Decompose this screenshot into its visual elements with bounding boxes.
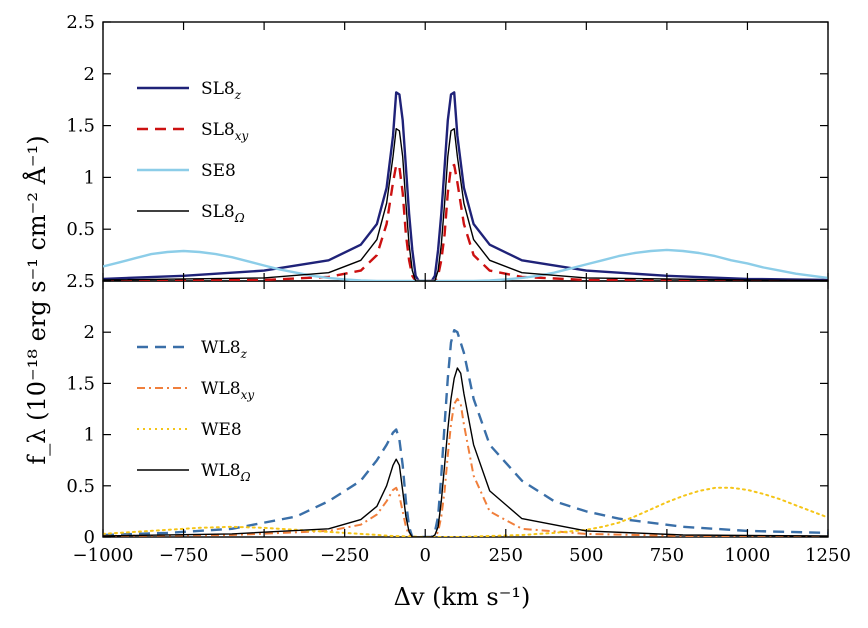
top-y-tick-label: 2: [84, 64, 95, 85]
top-y-tick-label: 1: [84, 167, 95, 188]
top-series-group: [103, 91, 828, 281]
top-panel-frame: [102, 21, 829, 282]
top-series-line-0: [103, 91, 828, 281]
bottom-series-group: [103, 329, 828, 537]
x-tick-label: −750: [159, 545, 208, 566]
x-tick-label: 500: [569, 545, 603, 566]
bottom-y-tick-label: 1.5: [66, 373, 95, 394]
top-legend-label-1: SL8xy: [201, 120, 249, 143]
x-tick-label: 750: [650, 545, 684, 566]
bottom-y-tick-label: 0: [84, 527, 95, 548]
x-tick-label: 0: [419, 545, 430, 566]
bottom-series-line-3: [103, 367, 828, 537]
x-tick-label: −500: [239, 545, 288, 566]
bottom-legend-label-3: WL8Ω: [201, 461, 251, 484]
x-tick-label: 1250: [805, 545, 851, 566]
bottom-series-line-1: [103, 397, 828, 537]
x-tick-label: −250: [320, 545, 369, 566]
bottom-panel-frame: [102, 280, 829, 538]
bottom-y-tick-label: 0.5: [66, 476, 95, 497]
x-tick-label: 1000: [725, 545, 771, 566]
top-series-line-1: [103, 163, 828, 281]
bottom-y-tick-label: 2: [84, 322, 95, 343]
bottom-legend-label-2: WE8: [201, 420, 242, 440]
top-series-line-3: [103, 127, 828, 281]
top-y-tick-label: 1.5: [66, 116, 95, 137]
bottom-legend-label-0: WL8z: [201, 338, 248, 361]
top-y-tick-label: 0.5: [66, 219, 95, 240]
y-axis-label: f_λ (10⁻¹⁸ erg s⁻¹ cm⁻² Å⁻¹): [22, 135, 51, 464]
bottom-y-tick-label: 2.5: [66, 271, 95, 292]
top-series-line-2: [103, 248, 828, 281]
tick-group: 0.511.522.5−1000 −750 −500 −250 0 250 500 750 10…: [66, 12, 851, 566]
top-legend-label-0: SL8z: [201, 79, 242, 102]
bottom-y-tick-label: 1: [84, 425, 95, 446]
top-legend-label-3: SL8Ω: [201, 202, 245, 225]
bottom-legend-label-1: WL8xy: [201, 379, 254, 402]
bottom-series-line-0: [103, 329, 828, 537]
x-tick-label: 250: [489, 545, 523, 566]
x-axis-label: Δv (km s⁻¹): [394, 583, 531, 611]
bottom-series-line-2: [103, 486, 828, 537]
top-y-tick-label: 2.5: [66, 12, 95, 33]
x-tick-label: −1000: [73, 545, 134, 566]
top-legend-label-2: SE8: [201, 161, 236, 181]
